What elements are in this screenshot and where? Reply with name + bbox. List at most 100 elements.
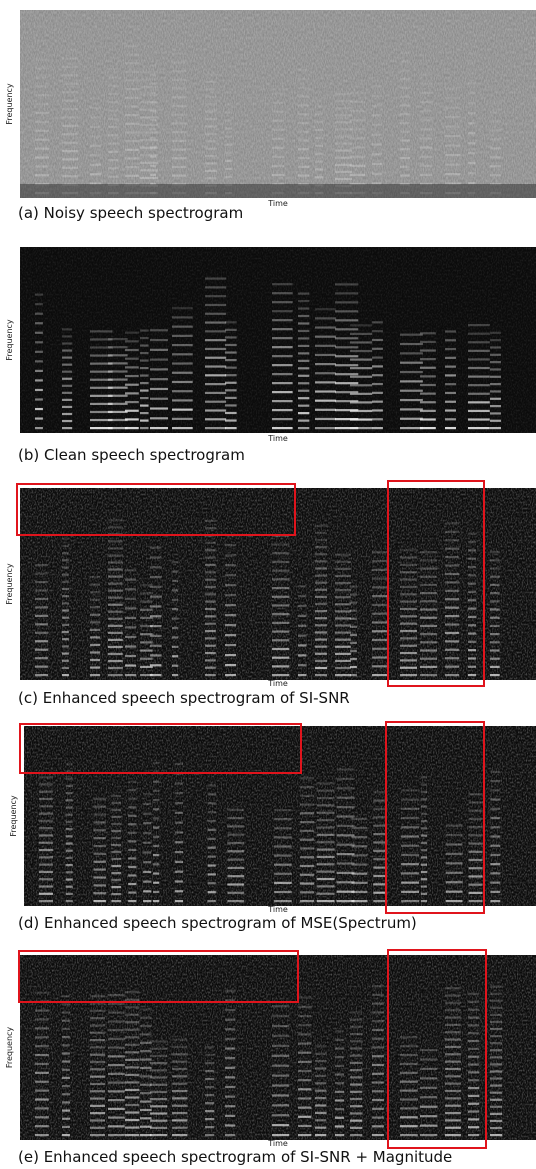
harmonic — [490, 617, 500, 619]
harmonic — [351, 882, 367, 884]
harmonic — [128, 789, 136, 791]
harmonic — [372, 143, 382, 145]
harmonic — [125, 598, 136, 600]
harmonic — [315, 532, 327, 534]
harmonic — [272, 101, 284, 103]
harmonic — [205, 409, 226, 411]
harmonic — [172, 608, 178, 610]
harmonic — [350, 1105, 362, 1107]
harmonic — [111, 865, 121, 867]
harmonic — [468, 558, 476, 560]
harmonic — [172, 122, 186, 124]
harmonic — [62, 1036, 70, 1038]
harmonic — [420, 625, 437, 627]
harmonic — [175, 880, 183, 882]
harmonic — [315, 631, 327, 633]
x-axis-label: Time — [267, 679, 288, 688]
harmonic — [335, 582, 351, 584]
harmonic — [62, 588, 69, 590]
harmonic — [125, 401, 139, 403]
harmonic — [400, 549, 417, 551]
x-axis-label: Time — [267, 905, 288, 914]
harmonic — [490, 165, 501, 167]
harmonic — [62, 1093, 70, 1095]
harmonic — [445, 173, 461, 175]
low-band — [20, 184, 536, 198]
harmonic — [140, 1084, 152, 1086]
harmonic — [337, 825, 355, 827]
harmonic — [111, 900, 121, 902]
harmonic — [225, 1096, 235, 1098]
harmonic — [172, 335, 193, 337]
harmonic — [225, 614, 236, 616]
harmonic — [62, 1134, 70, 1136]
harmonic — [205, 659, 216, 661]
harmonic — [420, 410, 436, 412]
caption: (b) Clean speech spectrogram — [18, 446, 245, 464]
harmonic — [128, 806, 136, 808]
harmonic — [350, 1134, 362, 1136]
harmonic — [111, 823, 121, 825]
harmonic — [372, 595, 387, 597]
harmonic — [372, 1099, 384, 1101]
harmonic — [205, 111, 217, 113]
harmonic — [315, 345, 336, 347]
harmonic — [62, 581, 69, 583]
harmonic — [468, 666, 476, 668]
harmonic — [420, 658, 437, 660]
harmonic — [400, 659, 417, 661]
harmonic — [351, 873, 367, 875]
harmonic — [93, 876, 105, 878]
harmonic — [143, 861, 151, 863]
harmonic — [421, 849, 427, 851]
harmonic — [298, 595, 307, 597]
harmonic — [140, 78, 158, 80]
harmonic — [469, 859, 483, 861]
harmonic — [315, 168, 323, 170]
harmonic — [172, 157, 186, 159]
harmonic — [39, 820, 53, 822]
harmonic — [227, 875, 244, 877]
harmonic — [337, 797, 355, 799]
harmonic — [62, 1028, 70, 1030]
harmonic — [401, 900, 419, 902]
harmonic — [445, 164, 461, 166]
harmonic — [153, 781, 159, 783]
harmonic — [125, 1081, 139, 1083]
harmonic — [208, 882, 216, 884]
harmonic — [490, 666, 500, 668]
harmonic — [225, 604, 236, 606]
harmonic — [372, 648, 387, 650]
harmonic — [143, 803, 151, 805]
harmonic — [272, 174, 284, 176]
harmonic — [400, 61, 410, 63]
spectrogram — [20, 488, 536, 680]
harmonic — [445, 1024, 461, 1026]
harmonic — [372, 569, 387, 571]
harmonic — [90, 599, 100, 601]
harmonic — [315, 1045, 326, 1047]
harmonic — [125, 1014, 139, 1016]
harmonic — [490, 835, 500, 837]
harmonic — [272, 1104, 289, 1106]
harmonic — [66, 878, 73, 880]
harmonic — [350, 156, 365, 158]
harmonic — [205, 330, 226, 332]
harmonic — [445, 556, 459, 558]
harmonic — [421, 820, 427, 822]
harmonic — [227, 883, 244, 885]
harmonic — [298, 1042, 311, 1044]
harmonic — [490, 1021, 502, 1023]
harmonic — [172, 1083, 187, 1085]
harmonic — [317, 812, 335, 814]
harmonic — [468, 583, 476, 585]
y-axis-label: Frequency — [5, 319, 14, 361]
harmonic — [150, 146, 156, 148]
harmonic — [66, 835, 73, 837]
harmonic — [128, 883, 136, 885]
harmonic — [445, 1119, 461, 1121]
harmonic — [298, 122, 309, 124]
harmonic — [208, 811, 216, 813]
harmonic — [108, 575, 123, 577]
harmonic — [205, 339, 226, 341]
